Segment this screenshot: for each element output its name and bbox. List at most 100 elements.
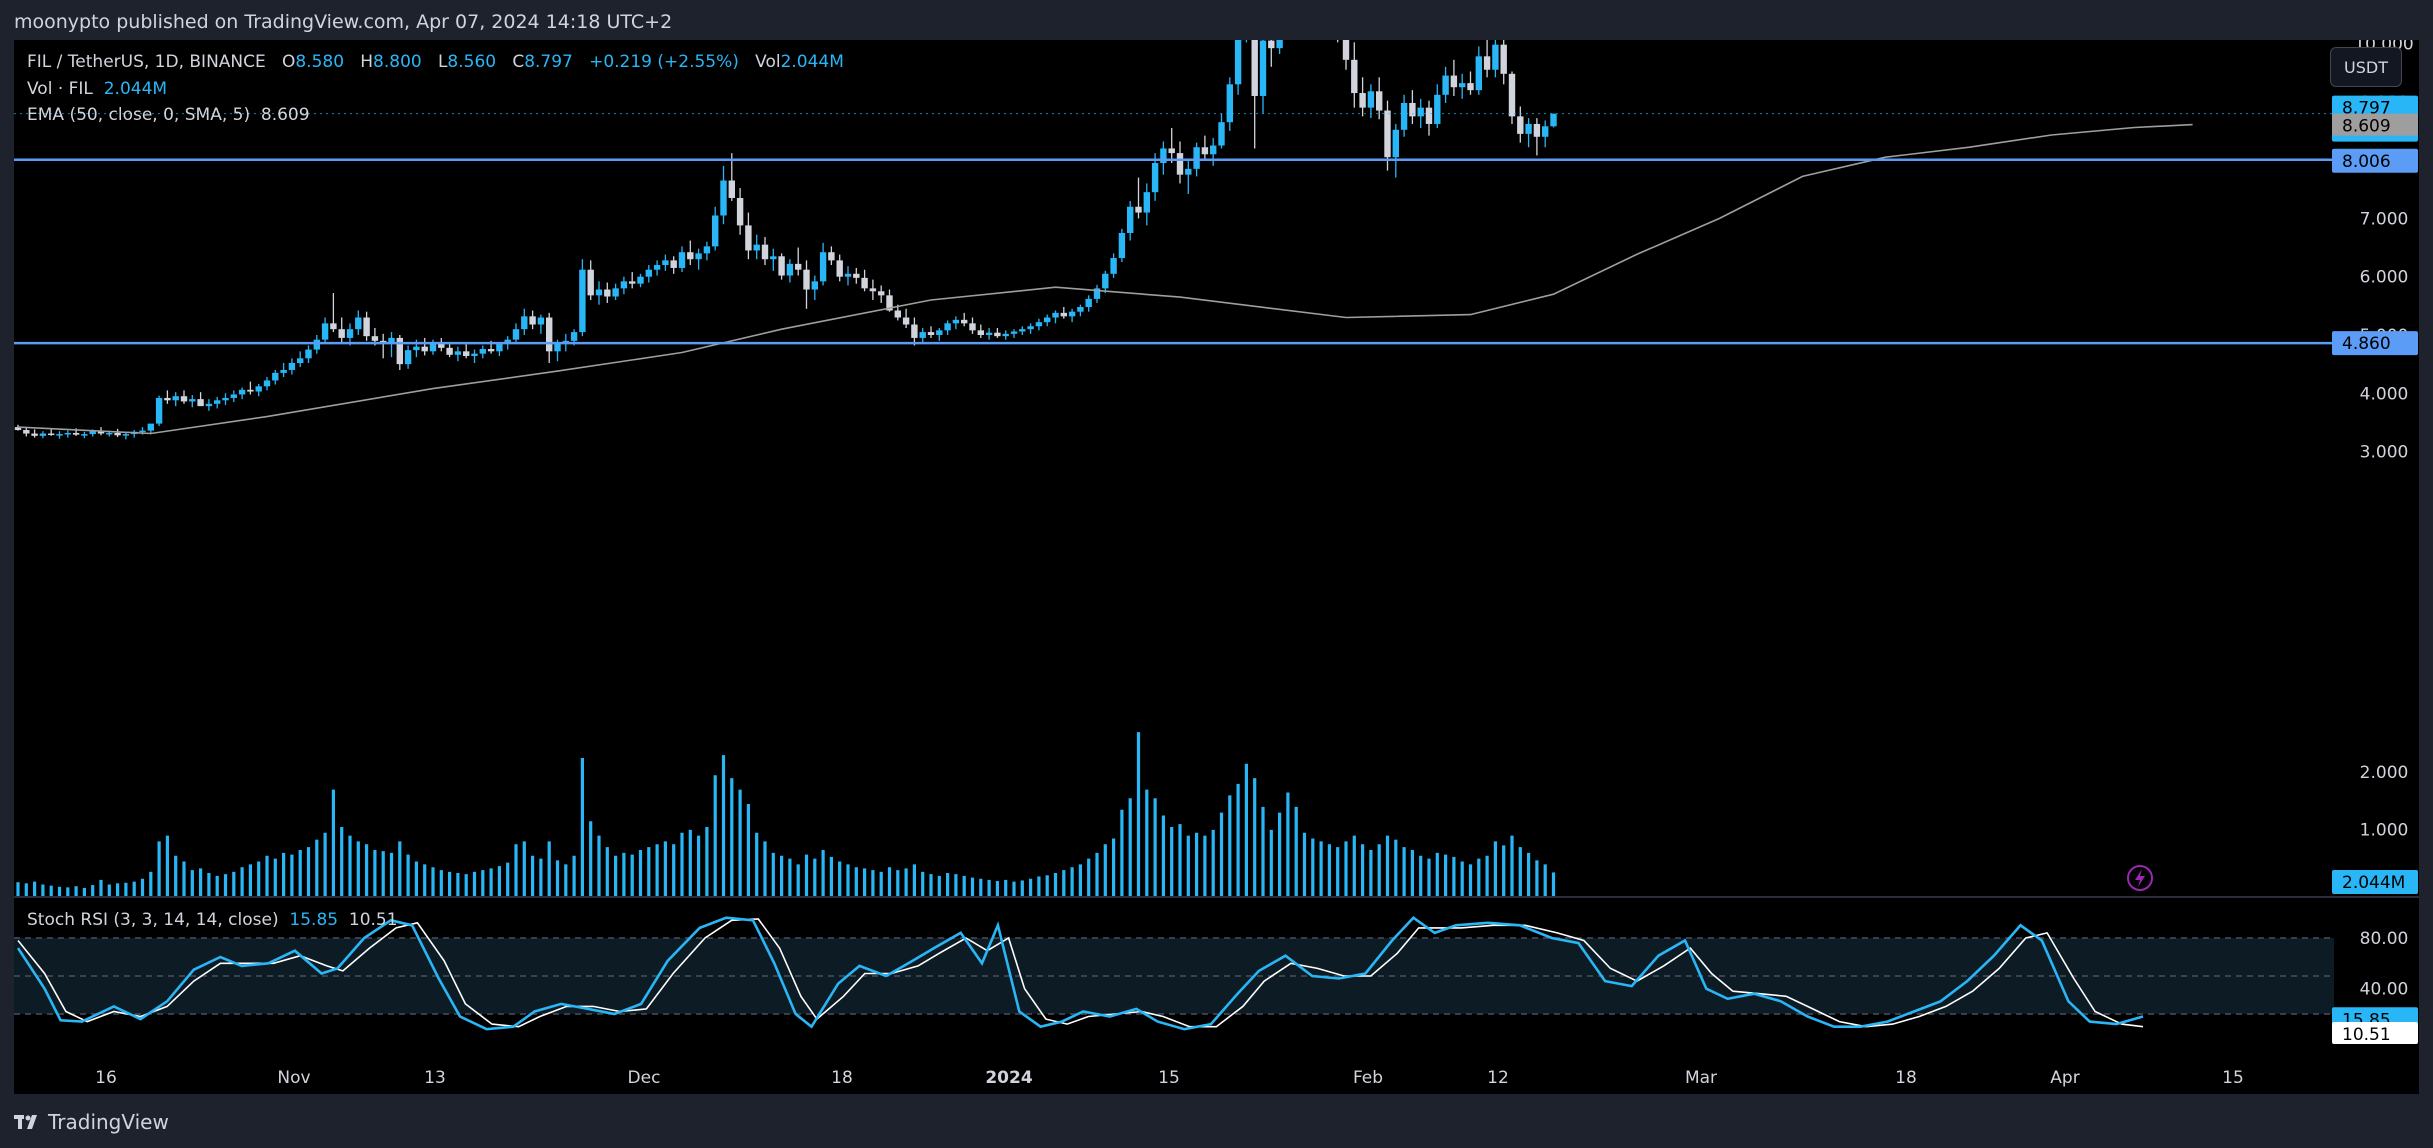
volume-bar bbox=[688, 829, 692, 896]
price-tick-label: 6.000 bbox=[2360, 268, 2409, 288]
volume-bar bbox=[282, 852, 286, 896]
volume-bar bbox=[99, 879, 103, 896]
volume-bar bbox=[1510, 835, 1514, 896]
volume-bar bbox=[614, 855, 618, 896]
tradingview-logo[interactable]: TradingView bbox=[14, 1110, 169, 1134]
legend-stoch: Stoch RSI (3, 3, 14, 14, close) 15.85 10… bbox=[27, 910, 398, 930]
candle-body bbox=[927, 332, 935, 335]
chart-canvas[interactable]: 3.0004.0005.0006.0007.0008.0009.00010.00… bbox=[14, 0, 2419, 1094]
volume-bar bbox=[539, 858, 543, 896]
legend-ema-value: 8.609 bbox=[260, 105, 310, 125]
volume-bar bbox=[82, 887, 86, 896]
candle-body bbox=[97, 431, 105, 434]
candle-body bbox=[1060, 312, 1067, 317]
level-tag-mid-box bbox=[2332, 148, 2418, 173]
volume-bar bbox=[248, 864, 252, 896]
legend-o-label: O bbox=[281, 52, 296, 72]
candle-body bbox=[48, 433, 55, 436]
volume-bar bbox=[49, 885, 53, 896]
candle-body bbox=[687, 252, 694, 260]
volume-bar bbox=[232, 871, 236, 896]
candle-body bbox=[869, 288, 877, 292]
candle-body bbox=[197, 399, 204, 407]
candle-body bbox=[272, 372, 279, 381]
candle-body bbox=[703, 246, 711, 254]
volume-bar bbox=[564, 864, 568, 896]
candle-body bbox=[853, 273, 860, 278]
volume-bar bbox=[190, 870, 194, 896]
tradingview-logo-icon bbox=[14, 1115, 37, 1129]
candle-body bbox=[363, 317, 370, 337]
candle-body bbox=[902, 317, 910, 325]
candle-body bbox=[1035, 322, 1043, 327]
candle-body bbox=[894, 310, 901, 318]
horizontal-levels[interactable] bbox=[14, 40, 2334, 345]
candle-body bbox=[587, 269, 594, 296]
candle-body bbox=[695, 253, 702, 260]
time-axis[interactable]: 16 Nov 13 Dec 18 2024 15 Feb 12 Mar 18 Apr 15 bbox=[95, 1068, 2244, 1088]
candle-body bbox=[1160, 148, 1167, 164]
price-axis[interactable]: 3.0004.0005.0006.0007.0008.0009.00010.00… bbox=[2354, 35, 2413, 1000]
volume-bar bbox=[713, 775, 717, 896]
volume-bar bbox=[423, 864, 427, 896]
volume-bar bbox=[1253, 778, 1257, 896]
legend-h-label: H bbox=[360, 52, 374, 72]
volume-bar bbox=[672, 844, 676, 896]
volume-bar bbox=[1211, 829, 1215, 896]
volume-bar bbox=[597, 835, 601, 896]
candle-body bbox=[836, 260, 843, 277]
candle-body bbox=[1234, 21, 1242, 85]
volume-bar bbox=[315, 839, 319, 896]
time-tick-label: Mar bbox=[1685, 1068, 1717, 1088]
volume-bar bbox=[1219, 812, 1224, 896]
volume-bar bbox=[555, 860, 560, 896]
volume-bar bbox=[1045, 875, 1049, 896]
volume-bar bbox=[1410, 850, 1414, 896]
volume-bar bbox=[871, 870, 875, 896]
volume-bar bbox=[1178, 824, 1182, 896]
volume-bar bbox=[215, 875, 219, 896]
currency-button[interactable]: USDT bbox=[2330, 47, 2402, 87]
volume-tick-label: 2.000 bbox=[2360, 763, 2409, 783]
chart-area[interactable]: 3.0004.0005.0006.0007.0008.0009.00010.00… bbox=[14, 0, 2419, 1094]
candle-body bbox=[463, 351, 470, 356]
axis-tags: 11.4098.79711:41:248.6098.0064.8602.044M… bbox=[2127, 95, 2418, 1045]
candle-body bbox=[753, 244, 760, 251]
volume-bar bbox=[1037, 876, 1041, 896]
candle-body bbox=[338, 329, 345, 338]
volume-bar bbox=[788, 858, 792, 896]
volume-bar bbox=[207, 873, 211, 896]
volume-bar bbox=[199, 868, 203, 896]
volume-bar bbox=[1103, 844, 1107, 896]
candle-body bbox=[1185, 168, 1192, 175]
candle-body bbox=[736, 197, 744, 226]
volume-bar bbox=[223, 874, 228, 896]
candle-body bbox=[670, 260, 677, 268]
volume-bar bbox=[580, 758, 584, 896]
volume-bar bbox=[863, 868, 867, 896]
level-tag-mid-text: 8.006 bbox=[2342, 152, 2391, 172]
volume-bar bbox=[91, 885, 95, 896]
volume-bar bbox=[448, 871, 452, 896]
volume-bar bbox=[738, 789, 742, 896]
candle-body bbox=[1342, 26, 1350, 60]
volume-bar bbox=[1327, 844, 1331, 896]
candle-body bbox=[1127, 206, 1134, 233]
candle-body bbox=[255, 386, 262, 392]
candle-body bbox=[1268, 40, 1275, 49]
candle-body bbox=[1359, 93, 1366, 108]
candle-body bbox=[297, 358, 304, 363]
volume-bar bbox=[381, 851, 385, 896]
candle-body bbox=[1525, 123, 1532, 134]
volume-bar bbox=[1452, 856, 1456, 896]
candle-body bbox=[1019, 329, 1026, 332]
legend-stoch-label: Stoch RSI (3, 3, 14, 14, close) bbox=[27, 910, 279, 930]
candle-body bbox=[180, 396, 188, 402]
candle-body bbox=[313, 339, 320, 350]
volume-bar bbox=[1228, 795, 1232, 896]
volume-bar bbox=[1551, 872, 1556, 896]
volume-bar bbox=[1419, 855, 1423, 896]
volume-bar bbox=[157, 841, 161, 896]
level-tag-low-box bbox=[2332, 331, 2418, 356]
volume-bar bbox=[813, 858, 817, 896]
